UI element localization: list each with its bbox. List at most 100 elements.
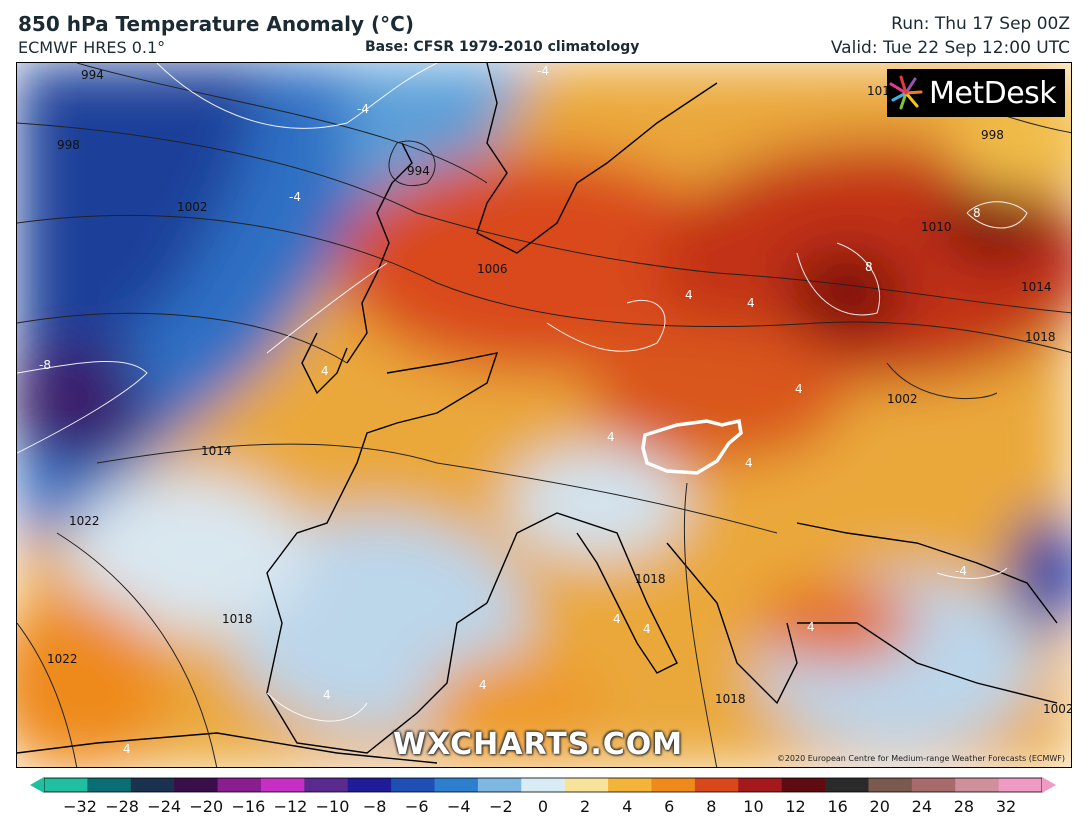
colorbar-cell [434, 778, 479, 792]
copyright-notice: ©2020 European Centre for Medium-range W… [776, 754, 1065, 763]
anomaly-label: 4 [321, 364, 329, 378]
colorbar-cell [304, 778, 349, 792]
colorbar-tick-label: 4 [622, 797, 633, 816]
anomaly-label: 4 [795, 382, 803, 396]
colorbar-cell [564, 778, 609, 792]
colorbar-tick-label: −10 [315, 797, 350, 816]
colorbar-cell [998, 778, 1043, 792]
colorbar-cell [911, 778, 956, 792]
colorbar-cell [694, 778, 739, 792]
colorbar-cell [738, 778, 783, 792]
anomaly-label: 4 [323, 688, 331, 702]
colorbar-tick-label: −2 [489, 797, 513, 816]
logo-text: MetDesk [929, 75, 1057, 111]
colorbar-cell [608, 778, 652, 792]
isobar-label: 994 [81, 68, 104, 82]
anomaly-label: 8 [973, 206, 981, 220]
isobar-label: 1018 [222, 612, 253, 626]
isobar-label: 998 [981, 128, 1004, 142]
map-canvas: 994 998 1002 994 1006 1010 1014 1018 101… [17, 63, 1072, 767]
colorbar-tick-label: −6 [404, 797, 429, 816]
colorbar-tick-label: 16 [827, 797, 848, 816]
coastlines [17, 63, 1058, 764]
isobar-label: 1018 [715, 692, 746, 706]
isobar-label: 1002 [1043, 702, 1072, 716]
colorbar-cell [781, 778, 826, 792]
colorbar-cell [825, 778, 869, 792]
isobar-label: 994 [407, 164, 430, 178]
colorbar-tick-label: 6 [664, 797, 675, 816]
metdesk-logo: MetDesk [887, 69, 1065, 117]
anomaly-field [17, 63, 1071, 767]
colorbar-cell [391, 778, 436, 792]
climatology-label: Base: CFSR 1979-2010 climatology [365, 39, 640, 55]
anomaly-label: 4 [747, 296, 755, 310]
colorbar-tick-label: −4 [447, 797, 471, 816]
anomaly-label: 4 [807, 620, 815, 634]
colorbar-tick-label: −16 [231, 797, 266, 816]
anomaly-label: 4 [123, 742, 131, 756]
anomaly-label: 4 [613, 612, 621, 626]
colorbar-cell [260, 778, 305, 792]
colorbar-cell [87, 778, 132, 792]
valid-time: Valid: Tue 22 Sep 12:00 UTC [830, 38, 1070, 58]
run-time: Run: Thu 17 Sep 00Z [891, 14, 1070, 34]
model-label: ECMWF HRES 0.1° [18, 38, 166, 57]
colorbar-cell [521, 778, 566, 792]
colorbar-tick-label: 12 [785, 797, 806, 816]
isobar-label: 1018 [635, 572, 666, 586]
colorbar-cell [44, 778, 88, 792]
colorbar-tick-label: −32 [63, 797, 97, 816]
isobar-label: 1002 [177, 200, 208, 214]
colorbar-cell [347, 778, 392, 792]
isobar-labels: 994 998 1002 994 1006 1010 1014 1018 101… [47, 68, 1072, 716]
isobar-label: 1014 [201, 444, 232, 458]
isobar-label: 998 [57, 138, 80, 152]
isobar-label: 1014 [1021, 280, 1052, 294]
isobar-label: 1002 [887, 392, 918, 406]
colorbar-cell [130, 778, 175, 792]
colorbar-cell [477, 778, 522, 792]
isobar-label: 1022 [69, 514, 100, 528]
colorbar-min-arrow [30, 777, 44, 793]
colorbar-tick-label: 10 [743, 797, 764, 816]
anomaly-label: -4 [357, 102, 369, 116]
colorbar-cell [217, 778, 262, 792]
colorbar [30, 777, 1056, 793]
anomaly-label: 4 [685, 288, 693, 302]
colorbar-tick-label: −20 [189, 797, 224, 816]
anomaly-labels: -4 -4 -4 -8 4 4 4 4 4 4 4 4 4 4 8 8 4 4 … [39, 64, 981, 756]
isobar-label: 1010 [921, 220, 952, 234]
colorbar-tick-label: 28 [953, 797, 975, 816]
colorbar-tick-label: 32 [995, 797, 1017, 816]
anomaly-label: -8 [39, 358, 51, 372]
anomaly-label: 8 [865, 260, 873, 274]
anomaly-label: -4 [289, 190, 301, 204]
colorbar-tick-label: 24 [911, 797, 932, 816]
anomaly-label: 4 [643, 622, 651, 636]
watermark: WXCHARTS.COM [393, 727, 684, 762]
colorbar-cell [868, 778, 913, 792]
colorbar-tick-label: 0 [537, 797, 549, 816]
metdesk-swirl-icon [889, 75, 923, 110]
colorbar-tick-label: −28 [105, 797, 139, 816]
colorbar-tick-label: 8 [706, 797, 717, 816]
colorbar-cell [955, 778, 1000, 792]
colorbar-tick-label: 2 [579, 797, 591, 816]
chart-title: 850 hPa Temperature Anomaly (°C) [18, 12, 414, 36]
isobars [17, 63, 1071, 767]
colorbar-tick-label: −8 [362, 797, 387, 816]
anomaly-label: -4 [537, 64, 549, 78]
colorbar-cell [651, 778, 696, 792]
colorbar-cell [174, 778, 219, 792]
anomaly-map[interactable]: 994 998 1002 994 1006 1010 1014 1018 101… [16, 62, 1072, 768]
colorbar-cells [43, 777, 1043, 793]
anomaly-label: 4 [607, 430, 615, 444]
isobar-label: 1022 [47, 652, 78, 666]
hungary-outline [641, 418, 743, 475]
anomaly-label: 4 [479, 678, 487, 692]
anomaly-contours [17, 63, 1028, 722]
colorbar-tick-label: −24 [147, 797, 182, 816]
anomaly-label: 4 [745, 456, 753, 470]
colorbar-tick-label: −12 [273, 797, 308, 816]
